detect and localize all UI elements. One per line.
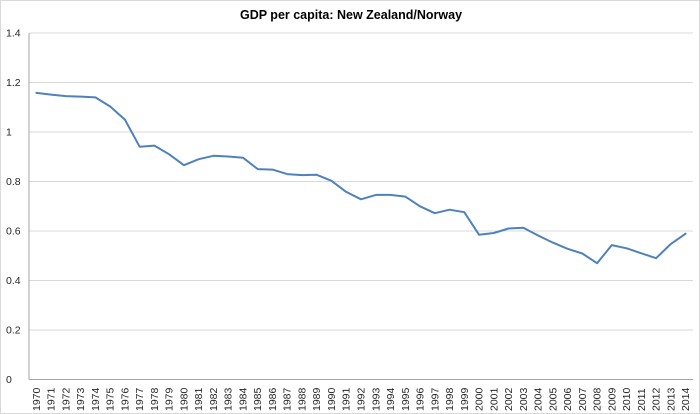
x-axis-tick-label: 1981 bbox=[193, 387, 205, 411]
y-axis-tick-label: 1 bbox=[6, 127, 12, 139]
y-axis-tick-labels: 0 0.2 0.4 0.6 0.8 1 1.2 1.4 bbox=[6, 28, 21, 387]
x-axis-tick-labels: 1970 1971 1972 1973 1974 1975 1976 1977 1978 1979… bbox=[31, 387, 692, 411]
x-axis-tick-label: 1972 bbox=[60, 387, 72, 411]
x-axis-tick-label: 2001 bbox=[488, 387, 500, 411]
y-axis-tick-label: 0 bbox=[6, 374, 12, 386]
x-axis-tick-label: 2012 bbox=[651, 387, 663, 411]
x-axis-tick-label: 1992 bbox=[356, 387, 368, 411]
y-axis-tick-label: 0.4 bbox=[6, 275, 21, 287]
x-axis-tick-label: 1998 bbox=[444, 387, 456, 411]
x-axis-tick-label: 2009 bbox=[606, 387, 618, 411]
x-axis-tick-label: 1994 bbox=[385, 387, 397, 411]
x-axis-tick-label: 1996 bbox=[415, 387, 427, 411]
x-axis-tick-label: 1973 bbox=[75, 387, 87, 411]
y-axis-tick-label: 0.2 bbox=[6, 325, 21, 337]
x-axis-tick-label: 2002 bbox=[503, 387, 515, 411]
data-line-series bbox=[35, 91, 687, 265]
y-axis-tick-label: 0.6 bbox=[6, 226, 21, 238]
x-axis-tick-label: 1987 bbox=[282, 387, 294, 411]
x-axis-tick-label: 2008 bbox=[592, 387, 604, 411]
chart-title: GDP per capita: New Zealand/Norway bbox=[240, 8, 462, 22]
y-axis-tick-label: 1.2 bbox=[6, 77, 21, 89]
x-axis-tick-label: 1979 bbox=[164, 387, 176, 411]
x-axis-tick-label: 1988 bbox=[296, 387, 308, 411]
x-axis-tick-label: 1985 bbox=[252, 387, 264, 411]
x-axis-tick-label: 2014 bbox=[680, 387, 692, 411]
x-axis-tick-label: 1986 bbox=[267, 387, 279, 411]
x-axis-tick-label: 1997 bbox=[429, 387, 441, 411]
x-axis-tick-label: 2010 bbox=[621, 387, 633, 411]
x-axis-tick-label: 1982 bbox=[208, 387, 220, 411]
x-axis-tick-label: 2004 bbox=[533, 387, 545, 411]
x-axis-tick-label: 1974 bbox=[90, 387, 102, 411]
x-axis-tick-label: 1990 bbox=[326, 387, 338, 411]
x-axis-tick-label: 2005 bbox=[547, 387, 559, 411]
x-axis-tick-label: 2006 bbox=[562, 387, 574, 411]
x-axis-tick-label: 2007 bbox=[577, 387, 589, 411]
x-axis-tick-label: 1993 bbox=[370, 387, 382, 411]
x-axis-tick-label: 1991 bbox=[341, 387, 353, 411]
x-axis-tick-label: 1983 bbox=[223, 387, 235, 411]
x-axis-tick-label: 1976 bbox=[119, 387, 131, 411]
x-axis-tick-label: 1989 bbox=[311, 387, 323, 411]
axis-lines bbox=[28, 33, 693, 380]
x-axis-tick-label: 2003 bbox=[518, 387, 530, 411]
x-axis-tick-label: 1975 bbox=[105, 387, 117, 411]
x-axis-tick-label: 1984 bbox=[237, 387, 249, 411]
x-axis-tick-label: 1999 bbox=[459, 387, 471, 411]
x-axis-tick-label: 1980 bbox=[178, 387, 190, 411]
x-axis-tick-label: 1971 bbox=[46, 387, 58, 411]
x-axis-tick-label: 2000 bbox=[474, 387, 486, 411]
x-axis-tick-label: 2011 bbox=[636, 388, 648, 411]
gridlines bbox=[29, 32, 693, 331]
x-axis-tick-label: 1995 bbox=[400, 387, 412, 411]
x-axis-tick-label: 2013 bbox=[665, 387, 677, 411]
x-axis-tick-label: 1970 bbox=[31, 387, 43, 411]
y-axis-tick-label: 1.4 bbox=[6, 28, 21, 40]
x-axis-tick-label: 1978 bbox=[149, 387, 161, 411]
y-axis-tick-label: 0.8 bbox=[6, 176, 21, 188]
x-axis-tick-label: 1977 bbox=[134, 387, 146, 411]
